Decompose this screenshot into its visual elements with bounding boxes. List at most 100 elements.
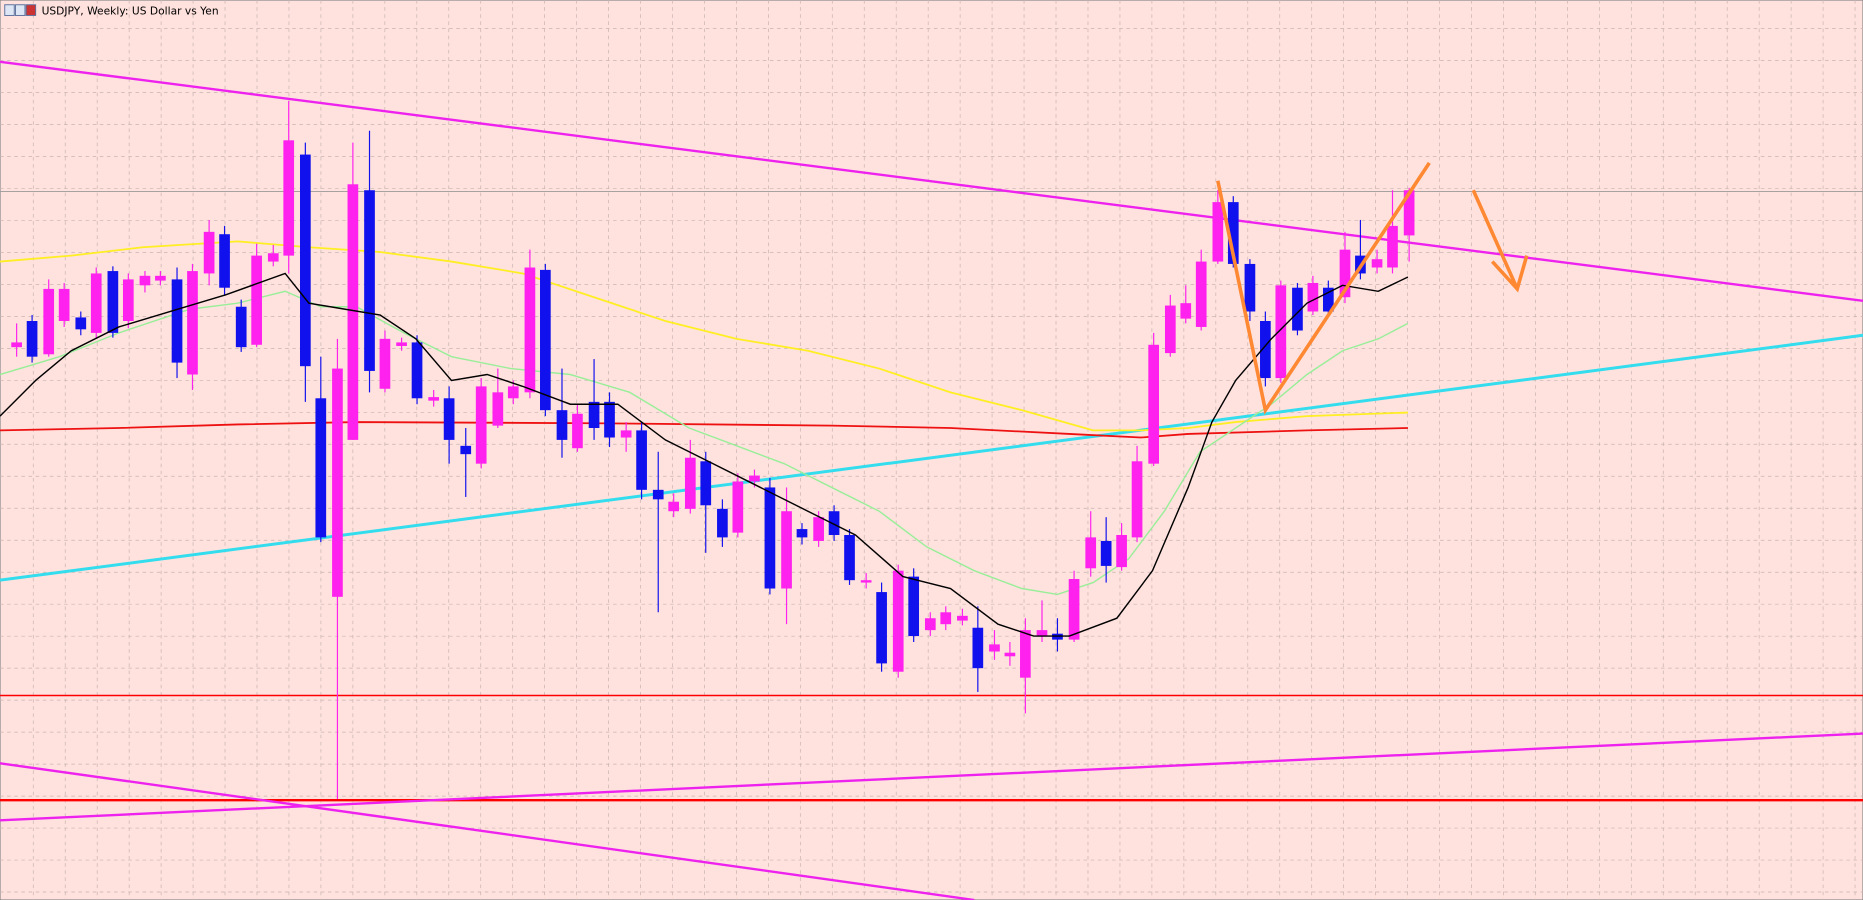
candle-body [411, 342, 423, 399]
candle-body [908, 576, 920, 637]
drawn-arrowhead [1490, 255, 1529, 293]
candle-body [588, 401, 600, 429]
candle-body [267, 253, 279, 262]
candle-body [203, 231, 215, 274]
drawn-pattern [1216, 161, 1431, 415]
candle-body [428, 397, 440, 401]
candle-body [1387, 225, 1398, 268]
candle-body [364, 190, 375, 371]
candle-body [475, 386, 487, 464]
candle-body [1164, 305, 1176, 354]
candle-body [1339, 249, 1351, 298]
candle-body [460, 445, 472, 455]
candle-body [58, 288, 70, 322]
candle-body [892, 570, 904, 672]
candle-body [315, 398, 327, 538]
candle-body [972, 627, 984, 669]
candle-body [219, 234, 230, 288]
candle-body [235, 306, 247, 348]
candle-body [1180, 303, 1192, 319]
trend-line [0, 762, 975, 900]
candle-body [492, 392, 504, 426]
candle-body [1100, 540, 1112, 566]
candle-body [668, 501, 680, 512]
candle-body [283, 140, 295, 256]
candle-body [139, 275, 151, 286]
candle-body [556, 410, 568, 440]
candle-body [155, 275, 166, 281]
moving-average [0, 290, 1409, 596]
candle-body [1068, 578, 1080, 640]
candle-body [90, 273, 102, 333]
candle-body [636, 430, 647, 490]
icon [4, 4, 15, 16]
candle-body [796, 529, 808, 538]
candle-body [1307, 282, 1319, 312]
candle-body [443, 398, 455, 440]
candle-body [860, 580, 872, 583]
candle-body [122, 279, 134, 322]
candle-body [540, 269, 551, 411]
candle-body [11, 342, 22, 348]
candle-body [989, 644, 1000, 652]
candle-body [1131, 461, 1143, 538]
candle-body [844, 535, 855, 581]
candle-body [26, 321, 38, 357]
candle-body [171, 279, 183, 363]
candle-body [924, 618, 936, 631]
candle-body [764, 487, 776, 589]
annotations [0, 161, 1529, 637]
candle-body [1212, 202, 1224, 262]
candle-body [75, 317, 87, 330]
candle-body [1116, 535, 1127, 568]
candle-body [347, 184, 359, 440]
candle-body [749, 475, 760, 482]
candle-body [1244, 263, 1256, 312]
candle-body [524, 267, 536, 393]
candle-body [813, 517, 824, 541]
candle-body [1403, 190, 1415, 236]
candle-body [876, 592, 887, 664]
candle-body [684, 457, 696, 509]
candle-body [507, 386, 519, 399]
window-title: USDJPY, Weekly: US Dollar vs Yen [42, 4, 219, 17]
candle-body [652, 489, 664, 500]
candle-body [700, 461, 712, 506]
candle-body [572, 413, 583, 449]
candle-body [940, 612, 952, 625]
candle-body [332, 368, 343, 597]
drawn-objects [0, 60, 1863, 900]
candle-body [1085, 537, 1097, 569]
candle-body [107, 271, 119, 333]
drawn-arrow [1471, 189, 1519, 290]
candle-body [717, 508, 728, 538]
candle-body [828, 511, 840, 536]
candle-body [251, 255, 262, 345]
trend-line [0, 60, 1863, 302]
candle-body [732, 481, 744, 533]
icon [14, 4, 26, 16]
candle-body [187, 271, 198, 375]
candle-body [379, 338, 391, 389]
candles [11, 101, 1415, 799]
candle-body [1227, 202, 1239, 264]
candle-body [620, 430, 632, 438]
candle-body [1020, 630, 1031, 678]
candle-body [781, 511, 792, 589]
candle-body [1036, 630, 1048, 637]
icon [25, 4, 37, 16]
candle-body [1322, 287, 1334, 312]
candle-body [1275, 285, 1287, 379]
window-icon [4, 4, 37, 16]
candle-body [1004, 652, 1016, 657]
candle-body [1260, 321, 1271, 379]
candle-body [1195, 261, 1207, 327]
candle-body [1148, 344, 1160, 464]
candle-body [396, 342, 407, 346]
candle-body [300, 154, 311, 367]
candle-body [604, 401, 615, 438]
candle-body [43, 288, 55, 355]
